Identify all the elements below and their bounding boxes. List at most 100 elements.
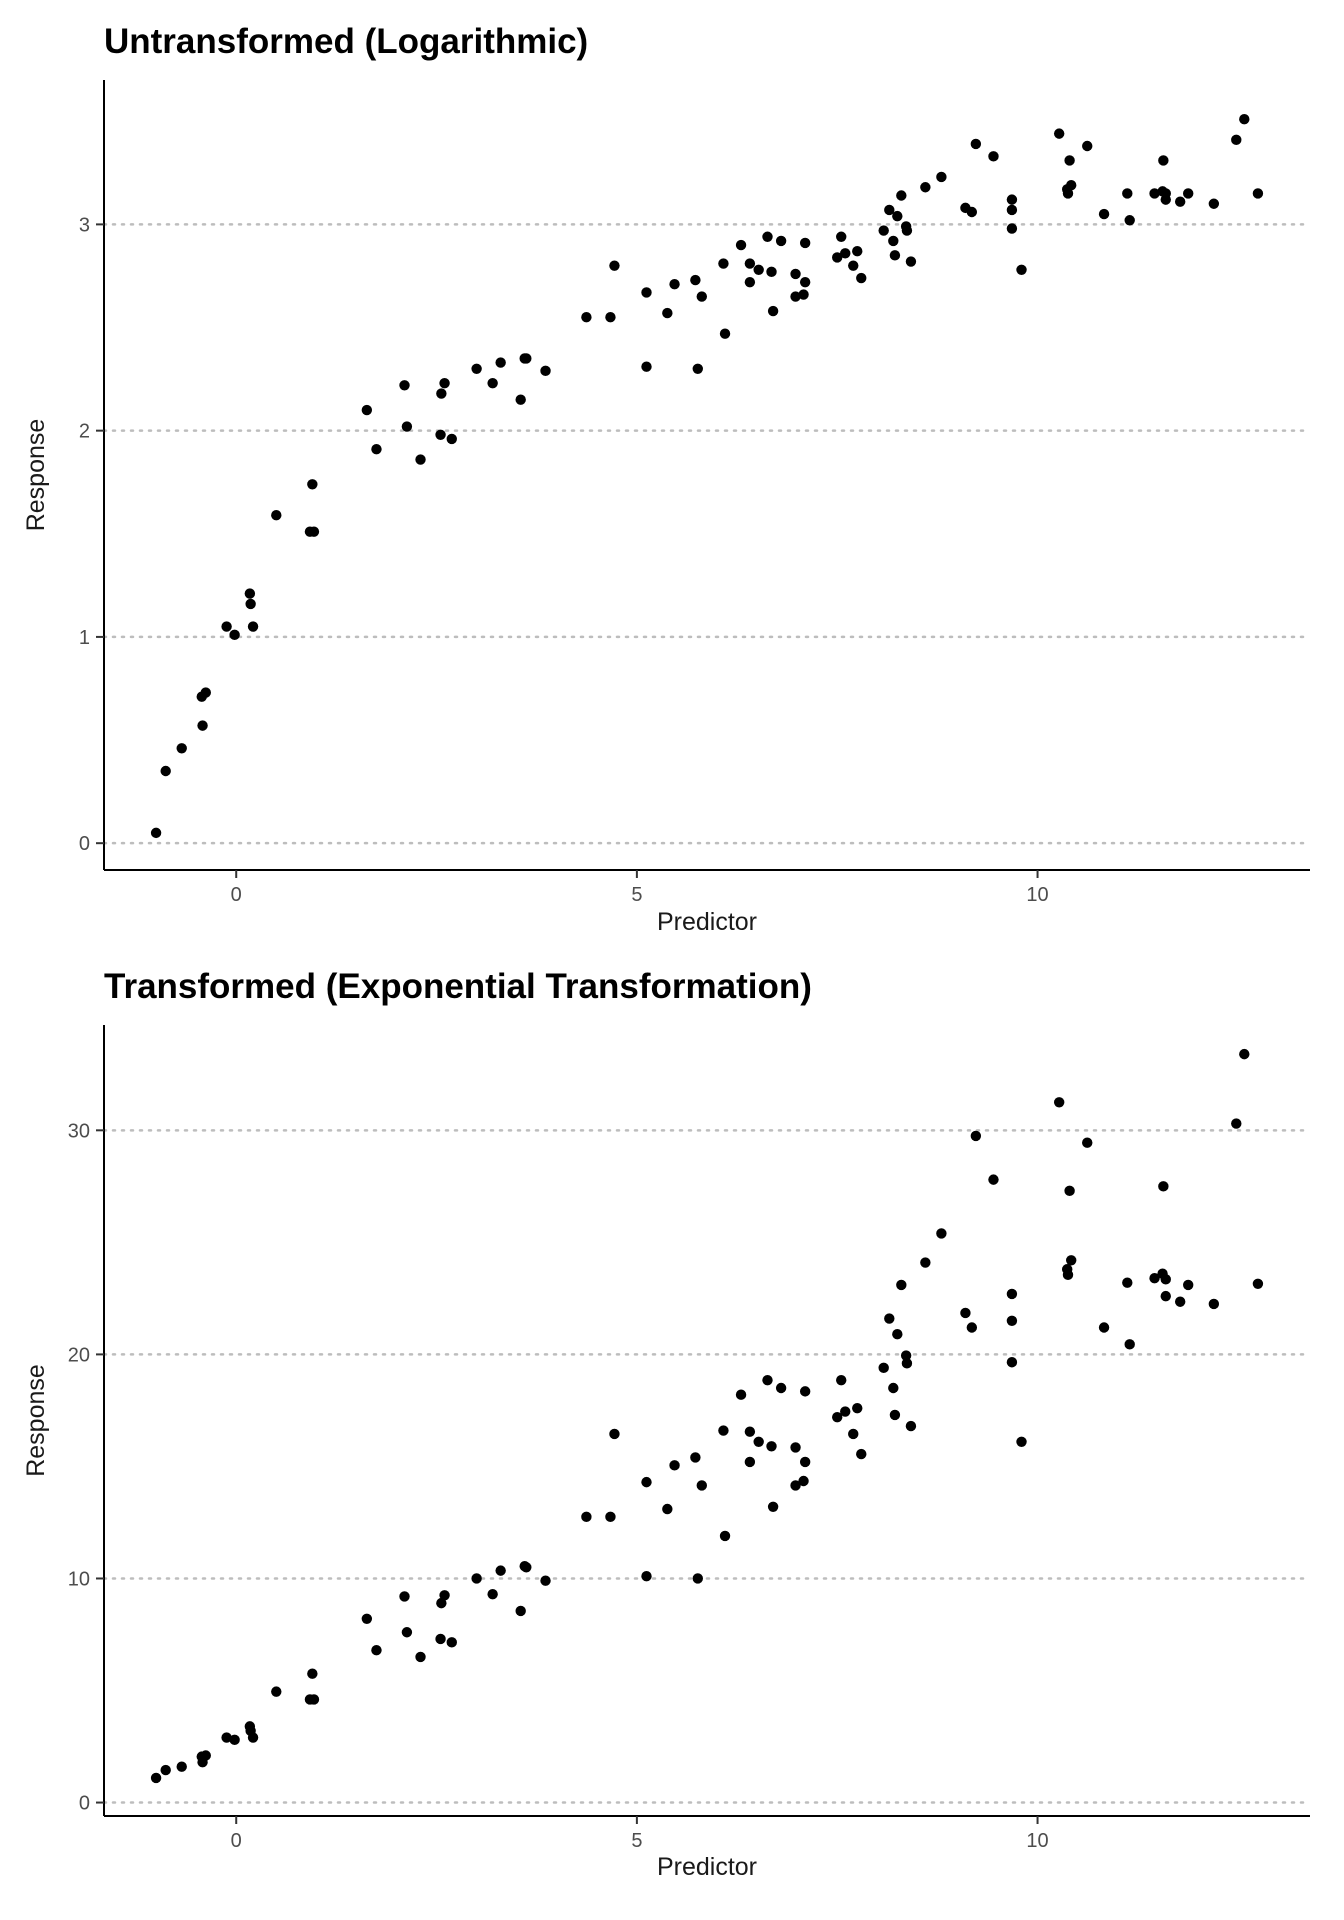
x-axis-title: Predictor: [657, 908, 757, 936]
data-point: [1208, 1298, 1220, 1310]
data-point: [1006, 1315, 1018, 1326]
data-point: [197, 1757, 208, 1768]
data-point: [641, 287, 652, 298]
data-point: [245, 598, 256, 610]
data-point: [775, 235, 787, 247]
data-point: [471, 1573, 482, 1584]
data-point: [1182, 188, 1194, 199]
data-point: [852, 1402, 863, 1414]
data-point: [609, 260, 620, 271]
data-point: [798, 289, 809, 300]
data-point: [852, 246, 863, 257]
data-point: [605, 312, 616, 323]
data-point: [892, 210, 903, 222]
data-point: [790, 291, 801, 302]
data-point: [878, 225, 889, 236]
data-point: [799, 276, 811, 288]
data-point: [1149, 188, 1160, 199]
data-point: [718, 1425, 729, 1436]
data-point: [744, 1426, 756, 1437]
data-point: [581, 1511, 592, 1523]
data-point: [669, 279, 680, 290]
data-point: [735, 239, 747, 251]
data-point: [753, 1436, 764, 1447]
data-point: [966, 1322, 978, 1333]
data-point: [775, 1382, 787, 1394]
data-point: [799, 237, 811, 249]
data-point: [1182, 1279, 1194, 1291]
data-point: [798, 1475, 809, 1487]
data-point: [1006, 223, 1018, 234]
data-point: [696, 291, 707, 302]
data-point: [515, 1605, 526, 1617]
data-point: [229, 629, 240, 641]
data-point: [399, 1591, 410, 1602]
data-point: [848, 260, 859, 271]
data-point: [361, 1613, 373, 1625]
data-point: [415, 454, 426, 465]
data-point: [271, 510, 282, 521]
data-point: [1160, 188, 1171, 199]
x-tick-label: 5: [631, 1830, 642, 1852]
data-point: [487, 378, 498, 389]
data-point: [1231, 134, 1242, 146]
data-point: [150, 1772, 162, 1784]
data-point: [889, 250, 901, 261]
data-point: [247, 621, 259, 632]
data-point: [160, 1764, 171, 1776]
data-point: [960, 1307, 971, 1319]
data-point: [936, 1228, 947, 1239]
data-point: [399, 380, 410, 391]
data-point: [1053, 1097, 1065, 1108]
data-point: [799, 1456, 811, 1468]
data-point: [970, 138, 982, 150]
x-axis-title: Predictor: [657, 1853, 757, 1881]
data-point: [1158, 1181, 1169, 1192]
data-point: [744, 276, 756, 288]
data-point: [690, 274, 701, 286]
data-point: [766, 266, 777, 278]
data-point: [718, 258, 729, 269]
data-point: [920, 1257, 931, 1268]
data-point: [1122, 1277, 1133, 1288]
data-point: [160, 765, 171, 777]
data-point: [884, 204, 895, 216]
data-point: [439, 378, 450, 389]
data-point: [719, 1530, 731, 1542]
data-point: [1252, 1278, 1264, 1290]
data-point: [308, 1694, 320, 1705]
data-point: [1158, 155, 1169, 166]
data-point: [581, 312, 592, 323]
data-point: [436, 1597, 447, 1609]
data-point: [1016, 264, 1027, 275]
data-point: [515, 394, 526, 405]
data-point: [888, 1382, 899, 1394]
data-point: [609, 1428, 620, 1440]
y-tick-label: 0: [79, 1793, 90, 1815]
data-point: [1239, 1048, 1250, 1060]
y-tick-label: 20: [68, 1344, 90, 1366]
data-point: [832, 252, 843, 263]
chart-title: Untransformed (Logarithmic): [104, 22, 589, 61]
data-point: [221, 621, 232, 632]
data-point: [988, 1174, 999, 1185]
data-point: [1149, 1273, 1160, 1284]
data-point: [1208, 198, 1220, 209]
data-point: [1124, 215, 1135, 226]
data-point: [308, 526, 320, 537]
data-point: [762, 1374, 773, 1386]
data-point: [836, 231, 847, 242]
data-point: [840, 248, 851, 259]
data-point: [669, 1460, 680, 1471]
data-point: [767, 305, 779, 317]
data-point: [936, 171, 947, 183]
data-point: [799, 1386, 811, 1397]
data-point: [905, 1420, 917, 1432]
y-tick-label: 30: [68, 1120, 90, 1142]
data-point: [901, 1358, 913, 1369]
data-point: [435, 1633, 446, 1645]
data-point: [641, 361, 652, 372]
x-tick-label: 5: [631, 884, 642, 906]
data-point: [900, 1350, 912, 1361]
data-point: [271, 1686, 282, 1697]
